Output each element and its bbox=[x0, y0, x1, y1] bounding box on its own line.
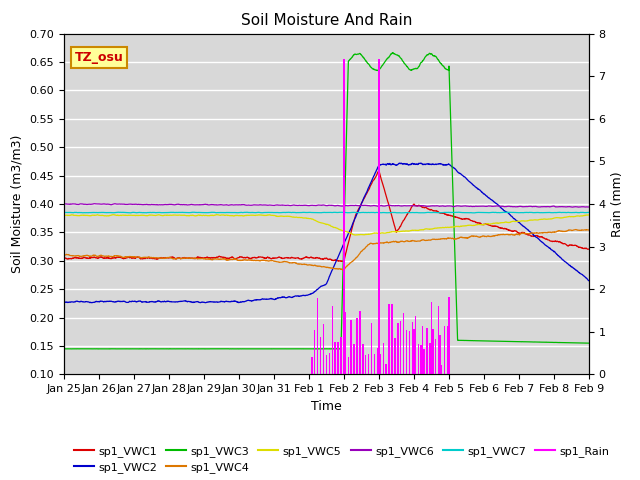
Bar bbox=[351, 320, 352, 374]
Bar bbox=[356, 318, 358, 374]
Bar bbox=[440, 335, 441, 374]
Y-axis label: Soil Moisture (m3/m3): Soil Moisture (m3/m3) bbox=[11, 135, 24, 273]
Bar bbox=[335, 342, 336, 374]
Bar bbox=[429, 343, 431, 374]
Bar bbox=[343, 59, 344, 374]
Bar bbox=[317, 298, 318, 374]
Bar bbox=[397, 323, 399, 374]
Bar bbox=[377, 348, 378, 374]
Bar bbox=[423, 349, 425, 374]
Bar bbox=[323, 324, 324, 374]
Bar bbox=[385, 364, 387, 374]
X-axis label: Time: Time bbox=[311, 400, 342, 413]
Bar bbox=[394, 338, 396, 374]
Bar bbox=[328, 353, 330, 374]
Bar bbox=[380, 354, 381, 374]
Bar bbox=[320, 337, 321, 374]
Bar bbox=[426, 328, 428, 374]
Bar bbox=[441, 364, 442, 374]
Text: TZ_osu: TZ_osu bbox=[74, 51, 124, 64]
Bar bbox=[444, 326, 445, 374]
Bar bbox=[432, 329, 433, 374]
Bar bbox=[400, 321, 401, 374]
Bar bbox=[365, 355, 367, 374]
Bar bbox=[368, 354, 369, 374]
Legend: sp1_VWC1, sp1_VWC2, sp1_VWC3, sp1_VWC4, sp1_VWC5, sp1_VWC6, sp1_VWC7, sp1_Rain: sp1_VWC1, sp1_VWC2, sp1_VWC3, sp1_VWC4, … bbox=[70, 441, 614, 478]
Bar bbox=[371, 323, 372, 374]
Bar bbox=[415, 316, 416, 374]
Bar bbox=[383, 343, 384, 374]
Bar bbox=[353, 344, 355, 374]
Bar bbox=[332, 306, 333, 374]
Bar bbox=[413, 329, 415, 374]
Bar bbox=[378, 59, 380, 374]
Bar bbox=[391, 304, 393, 374]
Bar bbox=[388, 304, 390, 374]
Bar bbox=[438, 306, 440, 374]
Bar bbox=[314, 330, 316, 374]
Bar bbox=[374, 354, 375, 374]
Bar bbox=[417, 344, 419, 374]
Bar bbox=[435, 339, 436, 374]
Bar bbox=[412, 322, 413, 374]
Title: Soil Moisture And Rain: Soil Moisture And Rain bbox=[241, 13, 412, 28]
Bar bbox=[344, 312, 346, 374]
Bar bbox=[403, 312, 404, 374]
Bar bbox=[447, 326, 448, 374]
Bar bbox=[409, 331, 410, 374]
Bar bbox=[406, 330, 407, 374]
Bar bbox=[311, 358, 312, 374]
Bar bbox=[326, 355, 327, 374]
Bar bbox=[448, 298, 449, 374]
Bar bbox=[340, 337, 342, 374]
Bar bbox=[337, 342, 339, 374]
Bar bbox=[431, 302, 432, 374]
Bar bbox=[420, 345, 422, 374]
Bar bbox=[348, 357, 349, 374]
Bar bbox=[362, 344, 364, 374]
Bar bbox=[422, 326, 423, 374]
Y-axis label: Rain (mm): Rain (mm) bbox=[611, 171, 624, 237]
Bar bbox=[359, 311, 361, 374]
